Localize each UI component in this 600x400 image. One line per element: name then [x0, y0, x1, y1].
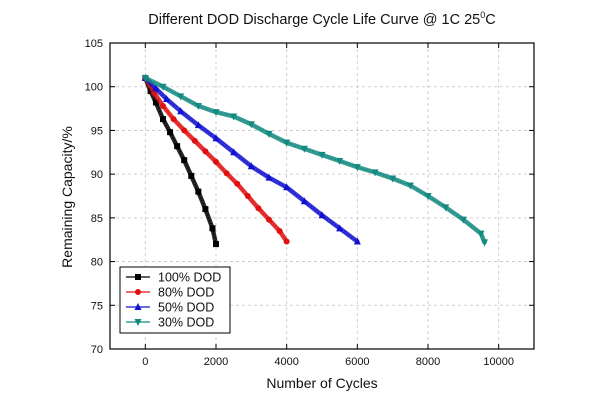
data-point: [283, 183, 291, 191]
data-point: [424, 193, 432, 200]
ticks-layer: 0 2000 4000 6000 8000 10000 70 75 80 85 90 95 100 105: [85, 38, 534, 368]
data-point: [170, 116, 177, 123]
data-point: [194, 121, 202, 129]
data-point: [181, 157, 188, 164]
data-point: [247, 162, 255, 170]
data-point: [213, 241, 219, 248]
data-point: [230, 113, 238, 121]
y-axis-label: Remaining Capacity/%: [59, 126, 75, 268]
data-point: [255, 205, 262, 212]
data-point: [247, 121, 255, 129]
data-point: [336, 224, 344, 232]
legend-swatch-marker: [134, 319, 142, 326]
x-tick-label: 2000: [204, 356, 228, 368]
y-tick-label: 100: [85, 82, 103, 94]
data-point: [141, 74, 149, 82]
data-point: [244, 193, 251, 199]
series-noise: [144, 77, 288, 242]
y-tick-label: 75: [91, 300, 103, 312]
data-point: [177, 107, 185, 115]
legend-swatch-marker: [135, 289, 141, 295]
data-point: [160, 116, 166, 123]
data-point: [177, 93, 185, 101]
data-point: [353, 237, 361, 245]
data-point: [152, 84, 160, 92]
data-point: [174, 143, 181, 150]
data-point: [266, 216, 272, 223]
data-point: [160, 102, 166, 109]
chart-title-unit: C: [485, 12, 495, 28]
data-point: [188, 172, 195, 179]
legend-label: 50% DOD: [158, 301, 214, 315]
series-noise: [144, 77, 358, 243]
data-point: [265, 130, 273, 138]
data-point: [389, 175, 397, 183]
data-point: [459, 216, 467, 224]
y-tick-label: 85: [91, 213, 103, 225]
x-tick-label: 8000: [416, 356, 440, 368]
data-point: [181, 127, 188, 134]
data-point: [230, 148, 238, 156]
data-point: [212, 134, 220, 142]
data-point: [194, 102, 202, 110]
data-point: [336, 158, 344, 166]
data-point: [371, 169, 379, 177]
y-tick-label: 90: [91, 169, 103, 181]
data-point: [191, 137, 198, 144]
plot-frame: [109, 42, 535, 350]
data-point: [318, 151, 326, 159]
data-point: [223, 170, 230, 177]
x-tick-label: 0: [142, 356, 148, 368]
chart-title-degree: 0: [480, 10, 485, 20]
data-point: [265, 173, 273, 181]
data-point: [481, 239, 489, 247]
data-point: [202, 206, 209, 213]
data-point: [209, 225, 216, 232]
y-tick-label: 70: [91, 344, 103, 356]
chart-title-main: Different DOD Discharge Cycle Life Curve…: [148, 12, 480, 28]
legend-label: 80% DOD: [158, 286, 214, 300]
data-point: [195, 188, 202, 195]
data-point: [234, 180, 241, 187]
y-tick-label: 95: [91, 125, 103, 137]
x-tick-label: 6000: [345, 356, 369, 368]
data-point: [213, 158, 219, 165]
legend-label: 100% DOD: [158, 271, 221, 285]
x-tick-label: 10000: [483, 356, 514, 368]
data-point: [152, 99, 159, 106]
series-layer: [141, 73, 489, 248]
data-point: [353, 164, 361, 172]
x-tick-label: 4000: [274, 356, 298, 368]
data-point: [276, 227, 283, 234]
x-axis-label: Number of Cycles: [266, 375, 377, 391]
data-point: [212, 109, 220, 117]
data-point: [163, 94, 171, 102]
data-point: [159, 83, 167, 91]
data-point: [300, 145, 308, 153]
series-0: [142, 74, 219, 248]
data-point: [442, 204, 450, 212]
y-tick-label: 80: [91, 257, 103, 269]
data-point: [300, 197, 308, 205]
legend-swatch-marker: [135, 274, 141, 280]
data-point: [202, 148, 209, 155]
data-point: [477, 230, 485, 238]
data-point: [167, 129, 174, 136]
data-point: [283, 139, 291, 147]
data-point: [283, 238, 290, 245]
legend-swatch-marker: [134, 303, 142, 310]
series-noise: [144, 77, 486, 243]
data-point: [406, 182, 414, 190]
legend-label: 30% DOD: [158, 316, 214, 330]
data-point: [318, 211, 326, 219]
chart-title: Different DOD Discharge Cycle Life Curve…: [148, 10, 495, 28]
y-tick-label: 105: [85, 38, 103, 50]
series-3: [141, 74, 489, 247]
